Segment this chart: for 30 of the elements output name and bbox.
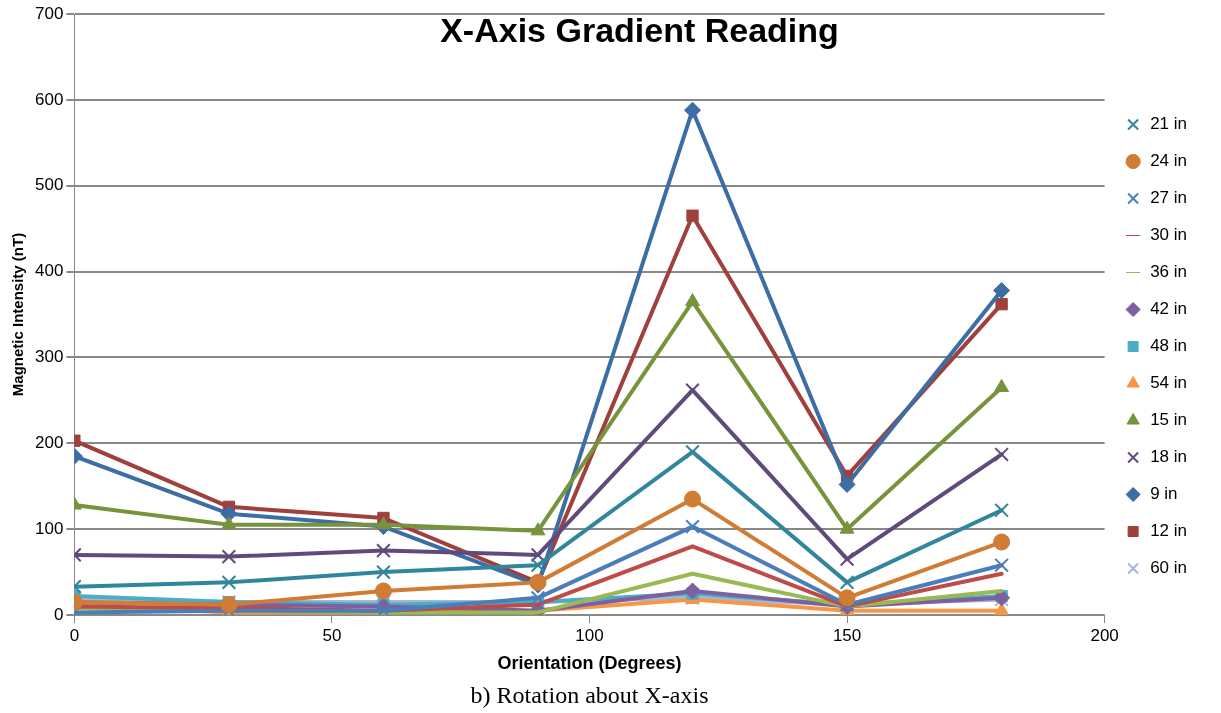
legend-label: 36 in bbox=[1150, 262, 1188, 282]
legend-label: 9 in bbox=[1150, 484, 1178, 504]
y-axis-title: Magnetic Intensity (nT) bbox=[9, 232, 27, 397]
x-tick-label: 100 bbox=[575, 625, 604, 645]
legend-label: 30 in bbox=[1150, 225, 1188, 245]
y-tick-label: 200 bbox=[34, 432, 64, 452]
legend-label: 60 in bbox=[1150, 558, 1188, 578]
x-tick-label: 50 bbox=[322, 625, 342, 645]
y-tick-label: 500 bbox=[34, 175, 64, 195]
text: b) Rotation about X-axis bbox=[470, 682, 709, 709]
legend-label: 42 in bbox=[1150, 299, 1188, 319]
chart-title: X-Axis Gradient Reading bbox=[440, 11, 839, 50]
legend-label: 21 in bbox=[1150, 114, 1188, 134]
y-tick-label: 400 bbox=[34, 261, 64, 281]
legend-label: 18 in bbox=[1150, 447, 1188, 467]
y-tick-label: 600 bbox=[34, 89, 64, 109]
x-tick-label: 0 bbox=[69, 625, 80, 645]
x-axis-title: Orientation (Degrees) bbox=[497, 653, 682, 674]
legend-label: 27 in bbox=[1150, 188, 1188, 208]
legend-label: 54 in bbox=[1150, 373, 1188, 393]
y-tick-label: 100 bbox=[34, 518, 64, 538]
x-tick-label: 200 bbox=[1090, 625, 1119, 645]
x-tick-label: 150 bbox=[832, 625, 862, 645]
legend-label: 48 in bbox=[1150, 336, 1188, 356]
y-tick-label: 300 bbox=[34, 347, 64, 367]
y-tick-label: 0 bbox=[53, 604, 64, 624]
legend-label: 12 in bbox=[1150, 521, 1188, 541]
legend-label: 24 in bbox=[1150, 151, 1188, 171]
y-tick-label: 700 bbox=[34, 3, 64, 23]
legend-label: 15 in bbox=[1150, 410, 1188, 430]
